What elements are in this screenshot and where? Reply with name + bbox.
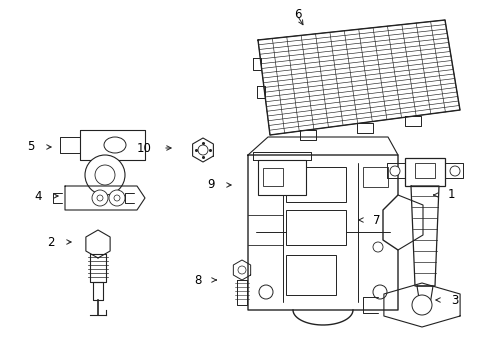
Circle shape: [411, 295, 431, 315]
Text: 8: 8: [194, 274, 202, 287]
Circle shape: [92, 190, 108, 206]
Circle shape: [198, 145, 207, 155]
Bar: [285, 210, 346, 245]
Text: 10: 10: [137, 141, 152, 154]
Text: 5: 5: [27, 140, 35, 153]
Text: 3: 3: [450, 293, 457, 306]
Circle shape: [372, 242, 382, 252]
Bar: [362, 167, 387, 187]
Circle shape: [260, 167, 271, 179]
Text: 4: 4: [35, 189, 42, 202]
Circle shape: [372, 285, 386, 299]
Ellipse shape: [104, 137, 126, 153]
Text: 2: 2: [47, 235, 55, 248]
Bar: [404, 158, 444, 186]
Bar: [258, 160, 305, 195]
Bar: [285, 167, 346, 202]
Text: 7: 7: [372, 213, 380, 226]
Bar: [263, 168, 283, 186]
Text: 1: 1: [447, 189, 454, 202]
Circle shape: [259, 285, 272, 299]
Circle shape: [97, 195, 103, 201]
Circle shape: [109, 190, 125, 206]
Text: 6: 6: [294, 9, 302, 22]
Circle shape: [389, 166, 399, 176]
Bar: [285, 255, 335, 295]
Circle shape: [85, 155, 125, 195]
Text: 9: 9: [207, 179, 215, 192]
Circle shape: [449, 166, 459, 176]
Circle shape: [238, 266, 245, 274]
Circle shape: [95, 165, 115, 185]
Bar: [414, 163, 434, 178]
Circle shape: [114, 195, 120, 201]
